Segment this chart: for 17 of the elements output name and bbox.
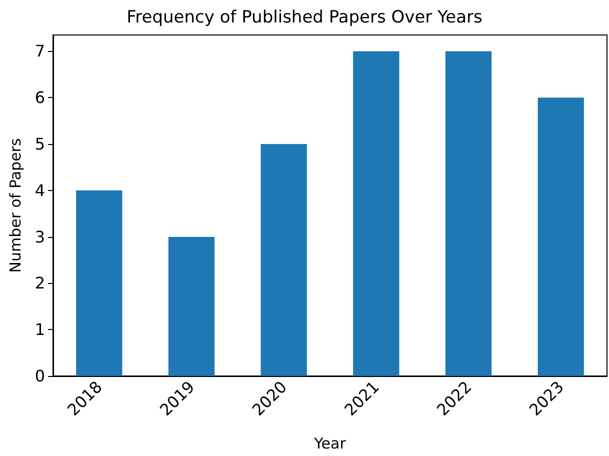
bar xyxy=(445,51,492,376)
y-tick-label: 6 xyxy=(34,88,45,108)
y-tick-label: 1 xyxy=(34,320,45,340)
y-tick-label: 4 xyxy=(34,180,45,200)
y-tick-label: 7 xyxy=(34,42,45,61)
bar xyxy=(353,51,400,376)
bar xyxy=(260,144,307,376)
x-axis-title: Year xyxy=(313,434,347,452)
y-tick-label: 2 xyxy=(34,274,45,293)
y-axis-title: Number of Papers xyxy=(6,138,24,273)
y-tick-label: 0 xyxy=(34,366,45,386)
bar xyxy=(538,98,584,376)
chart-title: Frequency of Published Papers Over Years xyxy=(126,8,483,28)
bar xyxy=(76,190,122,376)
y-tick-label: 5 xyxy=(34,134,45,154)
y-tick-label: 3 xyxy=(34,227,45,246)
bar xyxy=(168,236,215,376)
